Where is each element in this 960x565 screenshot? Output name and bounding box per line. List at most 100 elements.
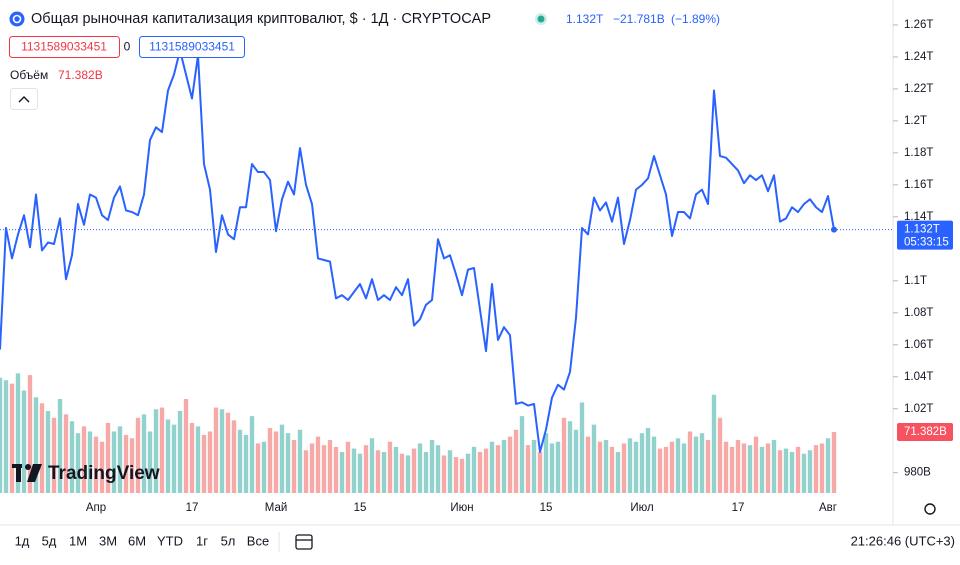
range-button[interactable]: 5д [42, 533, 57, 548]
volume-bar [813, 445, 819, 493]
volume-bar [717, 417, 723, 493]
logo-text: TradingView [48, 463, 160, 484]
volume-bar [789, 451, 795, 493]
range-button[interactable]: 3М [99, 533, 117, 548]
status-dot [537, 15, 545, 23]
price-change: −21.781B [613, 12, 665, 26]
range-button[interactable]: 6М [128, 533, 146, 548]
price-tag [897, 220, 953, 250]
symbol-title: Общая рыночная капитализация криптовалют… [31, 11, 491, 27]
volume-bar [195, 426, 201, 493]
volume-bar [765, 443, 771, 493]
volume-bar [543, 433, 549, 493]
y-tick-label: 1.14T [904, 211, 933, 223]
settings-icon[interactable] [924, 503, 936, 515]
volume-bar [735, 440, 741, 493]
volume-bar [669, 441, 675, 493]
volume-bar [783, 448, 789, 493]
volume-bar [381, 451, 387, 493]
logo-mark [16, 464, 21, 482]
volume-bar [165, 419, 171, 493]
spread-value: 0 [124, 40, 131, 54]
volume-bar [633, 441, 639, 493]
volume-bar [153, 409, 159, 493]
volume-bar [237, 429, 243, 493]
volume-bar [483, 448, 489, 493]
volume-bar [345, 441, 351, 493]
volume-bar [357, 453, 363, 493]
volume-bar [75, 433, 81, 493]
bid-box[interactable] [9, 36, 120, 58]
volume-bar [591, 424, 597, 493]
volume-bar [87, 431, 93, 493]
volume-bar [321, 445, 327, 493]
volume-bar [435, 445, 441, 493]
volume-bar [213, 407, 219, 493]
volume-bar [63, 414, 69, 493]
price-tag-label: 1.132T [904, 224, 940, 236]
y-tick-label: 1.06T [904, 339, 933, 351]
y-tick-label: 1.2T [904, 115, 927, 127]
volume-bar [393, 446, 399, 493]
volume-bar [549, 443, 555, 493]
volume-bar [537, 451, 543, 493]
volume-bar [705, 440, 711, 493]
symbol-icon-inner [12, 14, 22, 24]
y-tick-label: 1.04T [904, 371, 933, 383]
volume-bar [369, 438, 375, 493]
volume-bar [291, 440, 297, 493]
volume-bar [387, 441, 393, 493]
volume-bar [123, 434, 129, 493]
x-tick-label: Апр [86, 502, 106, 514]
volume-bar [699, 433, 705, 493]
y-tick-label: 1.02T [904, 403, 933, 415]
volume-bar [489, 441, 495, 493]
volume-bar [441, 455, 447, 493]
range-button[interactable]: 1д [15, 533, 30, 548]
volume-bar [171, 424, 177, 493]
volume-bar [615, 451, 621, 493]
volume-bar [243, 434, 249, 493]
volume-bar [477, 451, 483, 493]
volume-bar [57, 399, 63, 493]
volume-bar [567, 421, 573, 493]
volume-bar [753, 436, 759, 493]
volume-bar [681, 443, 687, 493]
volume-bar [711, 394, 717, 493]
volume-bar [507, 436, 513, 493]
volume-bar [405, 455, 411, 493]
y-tick-label: 1.16T [904, 179, 933, 191]
price-layer [0, 49, 893, 453]
collapse-button[interactable] [10, 88, 38, 110]
x-tick-label: Июл [630, 502, 653, 514]
volume-bar [531, 440, 537, 493]
volume-bar [3, 380, 9, 493]
volume-tag-label: 71.382B [904, 426, 947, 438]
range-button[interactable]: 1М [69, 533, 87, 548]
range-button[interactable]: YTD [157, 533, 183, 548]
volume-bar [273, 431, 279, 493]
volume-bar [597, 441, 603, 493]
range-button[interactable]: 5л [221, 533, 236, 548]
volume-bar [417, 443, 423, 493]
volume-bar [471, 446, 477, 493]
volume-bar [339, 451, 345, 493]
range-button[interactable]: 1г [196, 533, 208, 548]
volume-bar [201, 434, 207, 493]
volume-bar [399, 453, 405, 493]
volume-bar [255, 443, 261, 493]
y-tick-label: 1.26T [904, 19, 933, 31]
y-tick-label: 980B [904, 467, 931, 479]
volume-bar [825, 438, 831, 493]
volume-bar [519, 416, 525, 493]
volume-bar [561, 417, 567, 493]
ask-box[interactable] [139, 36, 245, 58]
x-tick-label: 17 [186, 502, 199, 514]
volume-bar [723, 441, 729, 493]
volume-bar [183, 399, 189, 493]
volume-bar [159, 407, 165, 493]
calendar-icon[interactable] [295, 534, 313, 550]
volume-bar [819, 443, 825, 493]
range-button[interactable]: Все [247, 533, 269, 548]
